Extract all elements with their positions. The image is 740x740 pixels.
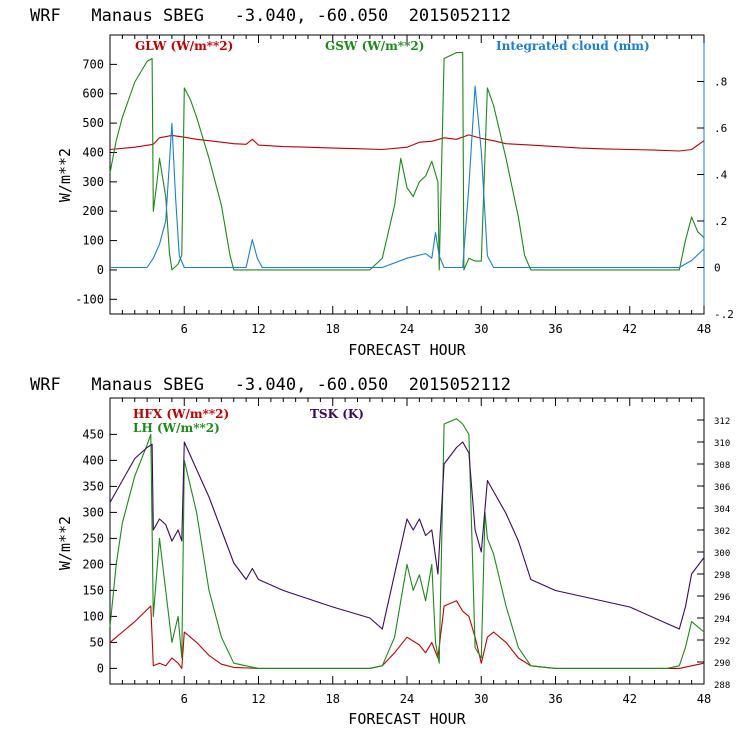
y-tick-label: 100: [82, 234, 104, 248]
y2-tick-label: 296: [714, 593, 730, 603]
y-tick-label: 250: [82, 531, 104, 545]
bottom-plot-frame: [109, 397, 705, 685]
top-series-line-gsw: [109, 52, 705, 271]
x-tick-label: 6: [181, 322, 188, 336]
bottom-panel-title: WRF Manaus SBEG -3.040, -60.050 20150521…: [30, 375, 511, 395]
y2-tick-label: 302: [714, 527, 730, 537]
y2-tick-label: 294: [714, 615, 730, 625]
legend-gsw: GSW (W/m**2): [325, 39, 424, 53]
y-tick-label: 150: [82, 583, 104, 597]
y2-tick-label: 310: [714, 439, 730, 449]
y2-tick-label: 312: [714, 417, 730, 427]
y2-tick-label: .2: [714, 215, 727, 228]
x-tick-label: 36: [548, 322, 562, 336]
x-tick-label: 24: [400, 692, 414, 706]
legend-lh: LH (W/m**2): [133, 421, 220, 435]
top-series-group: [109, 52, 705, 271]
bottom-x-axis: 6 12 18 24 30 36 42 48: [121, 398, 711, 706]
x-tick-label: 48: [697, 692, 711, 706]
legend-hfx: HFX (W/m**2): [133, 407, 229, 421]
y2-tick-label: 300: [714, 549, 730, 559]
y2-tick-label: .4: [714, 169, 728, 182]
y2-tick-label: 292: [714, 637, 730, 647]
bottom-y2-axis: 288 290 292 294 296 298 300 302 304 306 308 310 312: [697, 417, 730, 691]
y2-tick-label: 304: [714, 505, 730, 515]
x-tick-label: 24: [400, 322, 414, 336]
y-tick-label: 50: [90, 635, 104, 649]
bottom-series-line-lh: [109, 418, 705, 669]
x-tick-label: 18: [326, 692, 340, 706]
y-tick-label: 600: [82, 87, 104, 101]
y-tick-label: 200: [82, 557, 104, 571]
y2-tick-label: -.2: [714, 308, 734, 321]
y-tick-label: -100: [75, 292, 104, 306]
y2-tick-label: 288: [714, 681, 730, 691]
y-tick-label: 0: [97, 661, 104, 675]
bottom-series-line-tsk: [109, 441, 705, 630]
y-tick-label: 500: [82, 116, 104, 130]
x-tick-label: 30: [474, 692, 488, 706]
top-y-axis: -100 0 100 200 300 400 500 600 700: [75, 57, 117, 306]
top-y-axis-label: W/m**2: [56, 148, 74, 202]
top-x-axis: 6 12 18 24 30 36 42 48: [121, 35, 711, 336]
bottom-panel: WRF Manaus SBEG -3.040, -60.050 20150521…: [30, 375, 730, 728]
x-tick-label: 12: [251, 692, 265, 706]
bottom-x-axis-label: FORECAST HOUR: [348, 710, 466, 728]
top-panel-title: WRF Manaus SBEG -3.040, -60.050 20150521…: [30, 6, 511, 26]
y-tick-label: 200: [82, 204, 104, 218]
y-tick-label: 0: [97, 263, 104, 277]
legend-tsk: TSK (K): [310, 407, 364, 421]
y-tick-label: 400: [82, 453, 104, 467]
x-tick-label: 36: [548, 692, 562, 706]
x-tick-label: 12: [251, 322, 265, 336]
bottom-series-line-hfx: [109, 600, 705, 669]
bottom-series-group: [109, 418, 705, 669]
y2-tick-label: 290: [714, 659, 730, 669]
y-tick-label: 300: [82, 175, 104, 189]
y2-tick-label: .6: [714, 122, 727, 135]
bottom-y-axis-label: W/m**2: [56, 516, 74, 570]
y2-tick-label: 298: [714, 571, 730, 581]
x-tick-label: 6: [181, 692, 188, 706]
x-tick-label: 30: [474, 322, 488, 336]
y2-tick-label: 0: [714, 262, 721, 275]
top-y2-axis: -.2 0 .2 .4 .6 .8: [697, 76, 734, 321]
y-tick-label: 400: [82, 145, 104, 159]
y2-tick-label: 306: [714, 483, 730, 493]
bottom-y-axis: 0 50 100 150 200 250 300 350 400 450: [82, 427, 117, 675]
top-series-line-glw: [109, 134, 705, 152]
y2-tick-label: 308: [714, 461, 730, 471]
y-tick-label: 100: [82, 609, 104, 623]
y-tick-label: 350: [82, 479, 104, 493]
x-tick-label: 42: [623, 692, 637, 706]
x-tick-label: 48: [697, 322, 711, 336]
top-x-axis-label: FORECAST HOUR: [348, 341, 466, 359]
legend-integrated-cloud: Integrated cloud (mm): [496, 39, 650, 53]
top-panel: WRF Manaus SBEG -3.040, -60.050 20150521…: [30, 6, 734, 359]
top-series-line-integrated: [110, 85, 705, 269]
top-plot-frame: [109, 34, 705, 315]
x-tick-label: 42: [623, 322, 637, 336]
y-tick-label: 450: [82, 427, 104, 441]
y-tick-label: 300: [82, 505, 104, 519]
y2-tick-label: .8: [714, 76, 727, 89]
x-tick-label: 18: [326, 322, 340, 336]
legend-glw: GLW (W/m**2): [135, 39, 233, 53]
y-tick-label: 700: [82, 57, 104, 71]
